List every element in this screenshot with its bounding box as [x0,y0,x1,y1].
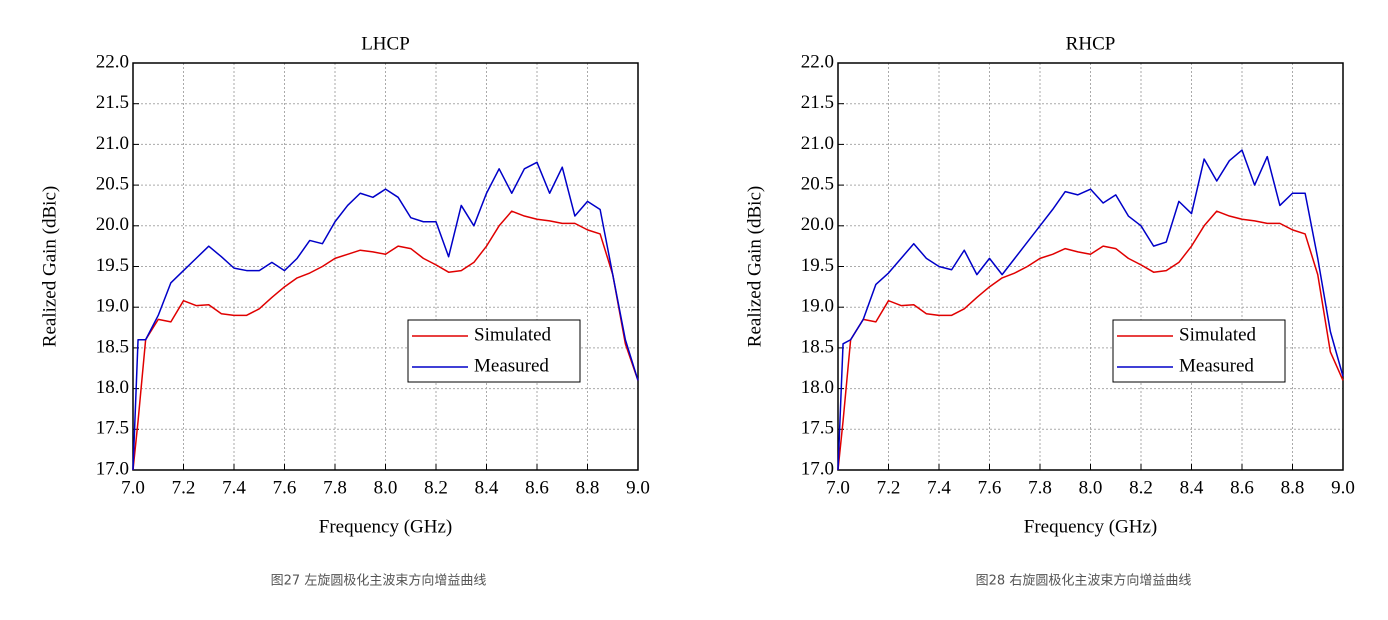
x-tick-label: 7.0 [826,477,850,498]
x-tick-label: 7.2 [877,477,901,498]
caption: 图27 左旋圆极化主波束方向增益曲线 [271,573,487,589]
caption: 图28 右旋圆极化主波束方向增益曲线 [976,573,1192,589]
x-axis-label: Frequency (GHz) [319,516,452,537]
plot-frame [132,62,639,471]
y-tick-label: 22.0 [96,51,129,72]
y-tick-label: 20.0 [96,214,129,235]
y-tick-label: 21.5 [801,92,834,113]
plot-frame [837,62,1344,471]
y-axis-label: Realized Gain (dBic) [39,186,60,347]
x-tick-label: 7.6 [273,477,297,498]
chart: 17.0 17.5 18.0 18.5 19.0 19.5 20.0 20.5 21.0 21.5… [744,33,1355,588]
x-tick-label: 7.4 [222,477,246,498]
y-tick-label: 17.5 [96,418,129,439]
series-line [837,210,1344,471]
chart: 17.0 17.5 18.0 18.5 19.0 19.5 20.0 20.5 21.0 21.5… [39,33,650,588]
x-tick-label: 8.2 [424,477,448,498]
x-tick-label: 8.4 [1180,477,1204,498]
chart-title: LHCP [361,33,410,54]
y-tick-label: 19.5 [801,255,834,276]
x-tick-label: 7.2 [172,477,196,498]
x-tick-label: 7.0 [121,477,145,498]
y-tick-label: 20.5 [96,173,129,194]
y-tick-label: 18.0 [801,377,834,398]
x-tick-label: 8.0 [1079,477,1103,498]
y-tick-label: 18.5 [801,336,834,357]
x-axis-label: Frequency (GHz) [1024,516,1157,537]
x-tick-label: 8.8 [576,477,600,498]
x-tick-label: 7.6 [978,477,1002,498]
y-tick-label: 21.0 [801,133,834,154]
series-line [837,149,1344,471]
y-tick-label: 17.0 [801,458,834,479]
legend-label: Simulated [474,324,552,345]
series-line [132,210,639,471]
y-tick-label: 20.0 [801,214,834,235]
series-line [132,161,639,471]
x-tick-label: 8.6 [1230,477,1254,498]
legend-label: Simulated [1179,324,1257,345]
x-tick-label: 8.8 [1281,477,1305,498]
y-tick-label: 17.0 [96,458,129,479]
x-tick-label: 7.8 [1028,477,1052,498]
x-tick-label: 7.4 [927,477,951,498]
x-tick-label: 8.6 [525,477,549,498]
x-tick-label: 9.0 [1331,477,1355,498]
chart-title: RHCP [1066,33,1116,54]
y-tick-label: 22.0 [801,51,834,72]
y-tick-label: 21.0 [96,133,129,154]
y-tick-label: 18.0 [96,377,129,398]
y-tick-label: 19.0 [801,296,834,317]
legend-box [407,319,581,383]
x-tick-label: 8.0 [374,477,398,498]
y-tick-label: 19.5 [96,255,129,276]
y-tick-label: 18.5 [96,336,129,357]
x-tick-label: 9.0 [626,477,650,498]
legend-label: Measured [474,355,549,376]
x-tick-label: 8.2 [1129,477,1153,498]
x-tick-label: 7.8 [323,477,347,498]
legend-label: Measured [1179,355,1254,376]
y-tick-label: 20.5 [801,173,834,194]
y-tick-label: 19.0 [96,296,129,317]
y-tick-label: 17.5 [801,418,834,439]
y-axis-label: Realized Gain (dBic) [744,186,765,347]
legend-box [1112,319,1286,383]
x-tick-label: 8.4 [475,477,499,498]
y-tick-label: 21.5 [96,92,129,113]
